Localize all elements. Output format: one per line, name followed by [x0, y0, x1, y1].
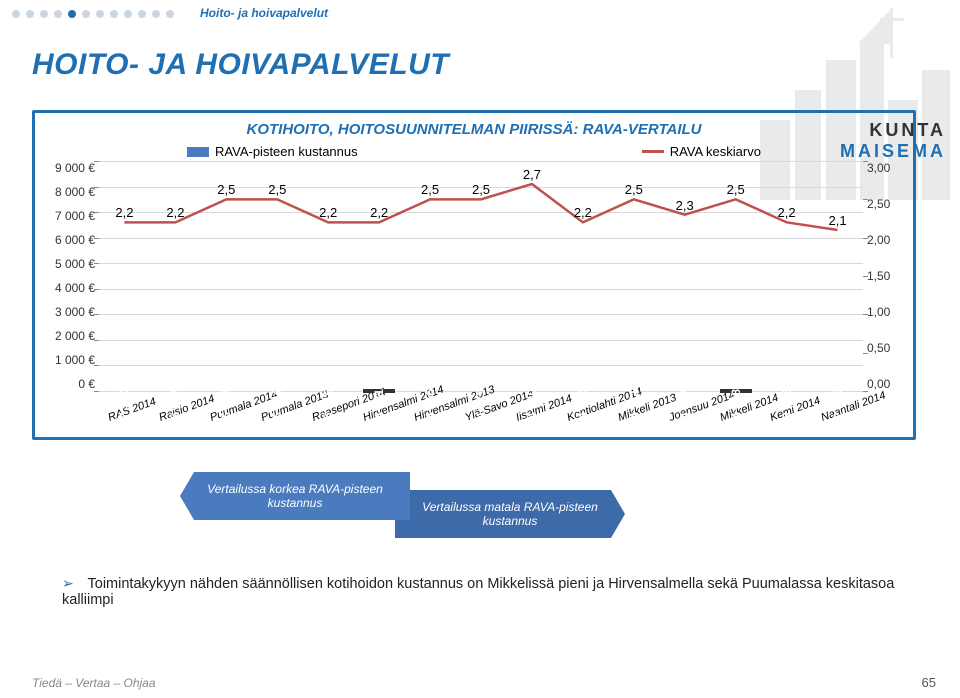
x-category-label: Puumala 2013 — [260, 399, 315, 460]
y-right-tick: 0,50 — [867, 341, 899, 355]
y-left-tick: 2 000 € — [49, 329, 95, 343]
y-left-tick: 7 000 € — [49, 209, 95, 223]
x-category-label: Hirvensalmi 2013 — [412, 399, 467, 460]
x-category-label: Naantali 2014 — [820, 399, 875, 460]
legend-bar-label: RAVA-pisteen kustannus — [215, 144, 358, 159]
bar-value-label: 5 216 — [321, 389, 335, 419]
arrow-right: Vertailussa matala RAVA-pisteen kustannu… — [395, 490, 625, 538]
arrow-left-label: Vertailussa korkea RAVA-pisteen kustannu… — [192, 482, 398, 510]
x-category-label: Mikkeli 2013 — [616, 399, 671, 460]
bar-value-label: 4 660 — [525, 389, 539, 419]
y-right-tick: 2,50 — [867, 197, 899, 211]
line-value-label: 2,5 — [727, 182, 745, 197]
legend-line-label: RAVA keskiarvo — [670, 144, 761, 159]
bar-value-label: 5 683 — [219, 389, 233, 419]
bar-value-label: 4 756 — [423, 389, 437, 419]
x-category-label: Kemi 2014 — [769, 399, 824, 460]
bar-value-label: 4 679 — [474, 389, 488, 419]
x-category-label: Puumala 2014 — [209, 399, 264, 460]
bar-value-label: 4 337 — [678, 389, 692, 419]
x-category-label: Mikkeli 2014 — [718, 399, 773, 460]
y-left-tick: 4 000 € — [49, 281, 95, 295]
y-right-tick: 1,50 — [867, 269, 899, 283]
bullet-note: ➢ Toimintakykyyn nähden säännöllisen kot… — [62, 575, 920, 608]
bar-value-label: 4 088 — [729, 389, 743, 419]
line-value-label: 2,2 — [319, 205, 337, 220]
arrow-left: Vertailussa korkea RAVA-pisteen kustannu… — [180, 472, 410, 520]
legend-bar: RAVA-pisteen kustannus — [187, 144, 358, 159]
legend-line: RAVA keskiarvo — [642, 144, 761, 159]
line-value-label: 2,2 — [370, 205, 388, 220]
y-axis-left: 9 000 € 8 000 € 7 000 € 6 000 € 5 000 € 4 000… — [45, 161, 99, 391]
bar-value-label: 3 296 — [780, 389, 794, 419]
page-title: HOITO- JA HOIVAPALVELUT — [32, 48, 449, 82]
bar-value-label: 7 990 — [117, 389, 131, 419]
line-value-label: 2,5 — [472, 182, 490, 197]
chart-legend: RAVA-pisteen kustannus RAVA keskiarvo — [45, 144, 903, 159]
legend-line-swatch — [642, 150, 664, 153]
y-axis-right: 3,002,502,001,501,000,500,00 — [863, 161, 903, 391]
x-category-label: Hirvensalmi 2014 — [361, 399, 416, 460]
arrow-right-label: Vertailussa matala RAVA-pisteen kustannu… — [407, 500, 613, 528]
line-value-label: 2,3 — [676, 198, 694, 213]
y-left-tick: 6 000 € — [49, 233, 95, 247]
bar-value-label: 4 881 — [372, 389, 386, 419]
line-value-label: 2,2 — [115, 205, 133, 220]
plot-area: 7 9905 9975 6835 2245 2164 8814 7564 679… — [99, 161, 863, 391]
bullet-text: Toimintakykyyn nähden säännöllisen kotih… — [62, 576, 894, 608]
y-left-tick: 8 000 € — [49, 185, 95, 199]
legend-bar-swatch — [187, 147, 209, 157]
bullet-icon: ➢ — [62, 575, 74, 591]
y-left-tick: 9 000 € — [49, 161, 95, 175]
bar-value-label: 5 997 — [168, 389, 182, 419]
x-category-label: Ylä-Savo 2014 — [463, 399, 518, 460]
x-category-label: Joensuu 2014 — [667, 399, 722, 460]
line-value-label: 2,5 — [625, 182, 643, 197]
y-left-tick: 5 000 € — [49, 257, 95, 271]
line-value-label: 2,2 — [574, 205, 592, 220]
breadcrumb: Hoito- ja hoivapalvelut — [200, 6, 328, 20]
line-value-label: 2,5 — [268, 182, 286, 197]
y-right-tick: 3,00 — [867, 161, 899, 175]
line-value-label: 2,5 — [217, 182, 235, 197]
x-category-label: Iisalmi 2014 — [514, 399, 569, 460]
y-left-tick: 3 000 € — [49, 305, 95, 319]
bar-value-label: 2 369 — [831, 389, 845, 419]
page-number: 65 — [922, 675, 936, 690]
bar-value-label: 4 371 — [627, 389, 641, 419]
y-right-tick: 2,00 — [867, 233, 899, 247]
x-category-label: Raisio 2014 — [158, 399, 213, 460]
chart-container: KOTIHOITO, HOITOSUUNNITELMAN PIIRISSÄ: R… — [32, 110, 916, 440]
line-value-label: 2,7 — [523, 167, 541, 182]
x-category-label: Raasepori 2014 — [311, 399, 366, 460]
x-category-label: RAS 2014 — [107, 399, 162, 460]
y-left-tick: 1 000 € — [49, 353, 95, 367]
x-category-label: Kontiolahti 2014 — [565, 399, 620, 460]
progress-dots — [12, 10, 174, 18]
plot: 9 000 € 8 000 € 7 000 € 6 000 € 5 000 € 4 000… — [45, 161, 903, 391]
line-value-label: 2,2 — [778, 205, 796, 220]
line-value-label: 2,1 — [828, 213, 846, 228]
line-value-label: 2,2 — [166, 205, 184, 220]
bar-value-label: 4 380 — [576, 389, 590, 419]
bar-value-label: 5 224 — [270, 389, 284, 419]
comparison-arrows: Vertailussa korkea RAVA-pisteen kustannu… — [180, 472, 780, 552]
footer-motto: Tiedä – Vertaa – Ohjaa — [32, 676, 156, 690]
y-right-tick: 1,00 — [867, 305, 899, 319]
line-value-label: 2,5 — [421, 182, 439, 197]
chart-title: KOTIHOITO, HOITOSUUNNITELMAN PIIRISSÄ: R… — [45, 121, 903, 138]
y-left-tick: 0 € — [49, 377, 95, 391]
